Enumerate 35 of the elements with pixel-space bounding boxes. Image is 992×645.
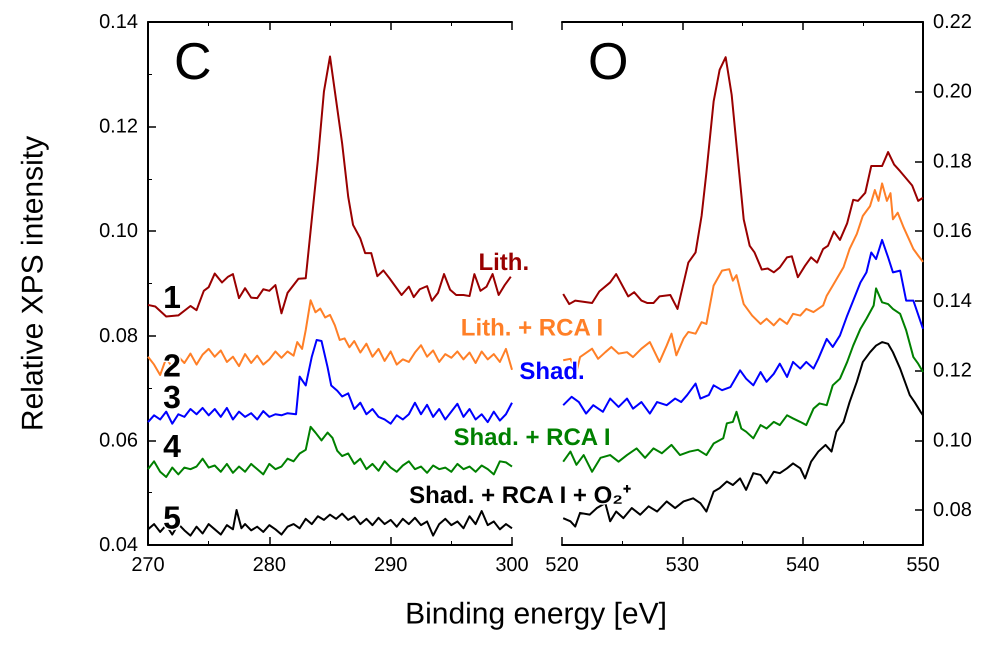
y2-tick-label: 0.18	[933, 150, 972, 172]
y2-tick-label: 0.14	[933, 290, 972, 312]
x-tick-label: 270	[131, 554, 165, 576]
y-tick-label: 0.10	[99, 220, 138, 242]
series-label: Shad.	[519, 358, 585, 386]
y2-tick-label: 0.08	[933, 499, 972, 522]
series-label: Shad. + RCA I + O₂⁺	[409, 482, 631, 509]
chart-title: C	[174, 33, 212, 91]
chart-title: O	[588, 33, 628, 91]
x-tick-label: 540	[786, 554, 820, 576]
annotation: 1	[163, 278, 181, 315]
series-label: Shad. + RCA I	[453, 424, 611, 452]
annotation: 4	[163, 428, 182, 464]
x-tick-label: 520	[545, 554, 579, 576]
y2-tick-label: 0.12	[933, 360, 972, 382]
x-tick-label: 280	[252, 554, 286, 576]
y-tick-label: 0.14	[99, 11, 138, 33]
y2-tick-label: 0.10	[933, 429, 972, 452]
y2-tick-label: 0.20	[933, 80, 972, 103]
y2-tick-label: 0.22	[933, 11, 972, 33]
y-tick-label: 0.06	[99, 429, 138, 452]
x-tick-label: 300	[495, 554, 529, 576]
annotation: 3	[163, 379, 181, 416]
line-series	[147, 338, 513, 425]
x-tick-label: 550	[906, 554, 940, 576]
series-label: Lith. + RCA I	[460, 314, 604, 342]
y-tick-label: 0.08	[99, 324, 138, 347]
y2-tick-label: 0.16	[933, 220, 972, 242]
y-tick-label: 0.04	[99, 534, 138, 556]
x-axis-title: Binding energy [eV]	[405, 598, 667, 630]
y-axis-title: Relative XPS intensity	[16, 136, 50, 432]
series-label: Lith.	[478, 249, 530, 276]
x-tick-label: 530	[666, 554, 700, 576]
x-tick-label: 290	[374, 554, 408, 576]
y-tick-label: 0.12	[99, 116, 138, 138]
